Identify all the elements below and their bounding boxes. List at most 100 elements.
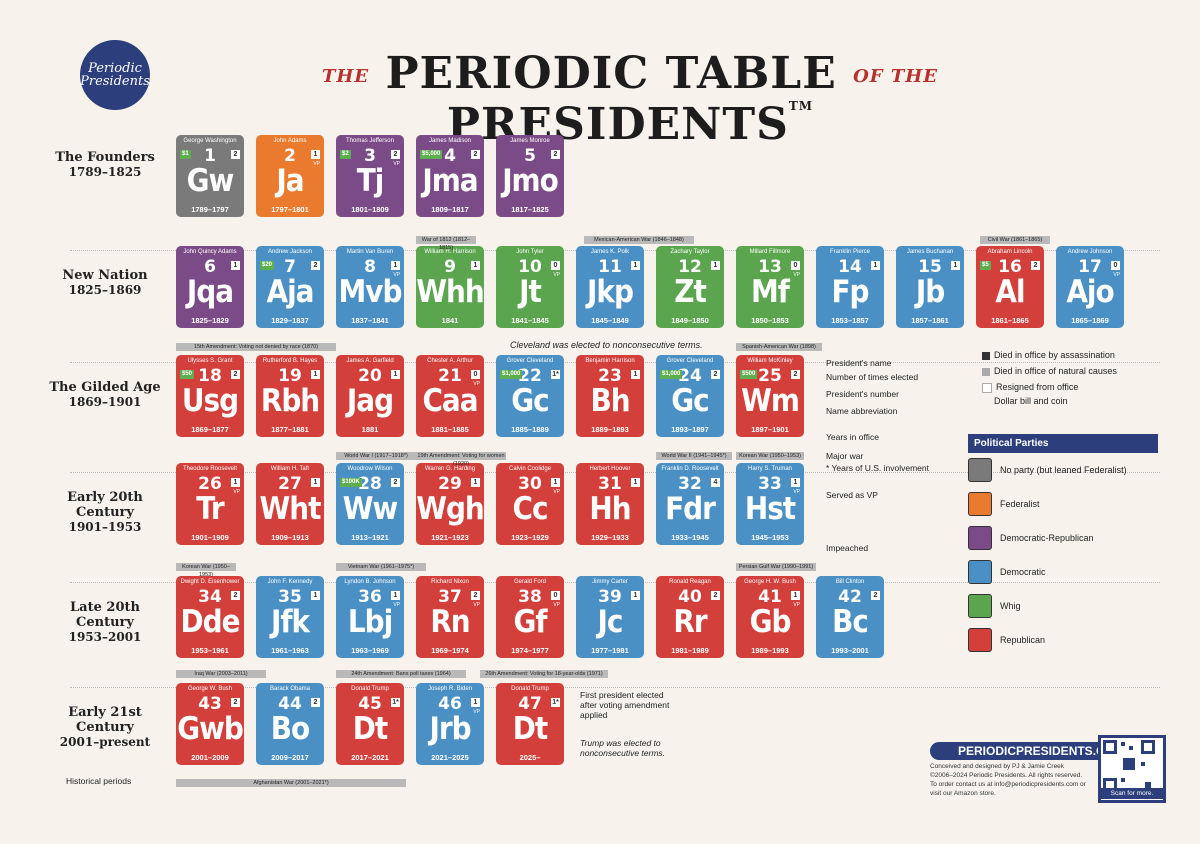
war-bar: Vietnam War (1961–1975*) [336,563,426,571]
president-card[interactable]: Harry S. Truman 33 Hst 1945–1953 1 VP [736,463,804,545]
years-in-office: 1797–1801 [271,205,309,214]
president-card[interactable]: Joseph R. Biden 46 Jrb 2021–2025 1 VP [416,683,484,765]
president-card[interactable]: Rutherford B. Hayes 19 Rbh 1877–1881 1 [256,355,324,437]
president-card[interactable]: Jimmy Carter 39 Jc 1977–1981 1 [576,576,644,658]
president-card[interactable]: Dwight D. Eisenhower 34 Dde 1953–1961 2 [176,576,244,658]
name-abbreviation: Rn [430,604,470,640]
president-card[interactable]: James Madison 4 Jma 1809–1817 2 $5,000 [416,135,484,217]
president-number: 29 [438,474,462,494]
president-card[interactable]: Grover Cleveland 24 Gc 1893–1897 2 $1,000 [656,355,724,437]
president-name: Benjamin Harrison [585,358,635,364]
president-card[interactable]: Donald Trump 47 Dt 2025– 1* [496,683,564,765]
times-elected: 1 [311,478,320,487]
president-card[interactable]: Theodore Roosevelt 26 Tr 1901–1909 1 VP [176,463,244,545]
amendment-bar: 15th Amendment: Voting not denied by rac… [176,343,336,351]
times-elected: 1 [471,698,480,707]
mark-assassination: Died in office by assassination [982,350,1115,360]
president-card[interactable]: Benjamin Harrison 23 Bh 1889–1893 1 [576,355,644,437]
president-number: 14 [838,257,862,277]
president-card[interactable]: George Washington 1 Gw 1789–1797 2 $1 [176,135,244,217]
times-elected: 1 [311,150,320,159]
years-in-office: 1933–1945 [671,533,709,542]
president-card[interactable]: Ulysses S. Grant 18 Usg 1869–1877 2 $50 [176,355,244,437]
years-in-office: 1893–1897 [671,425,709,434]
name-abbreviation: Tr [196,491,224,527]
president-card[interactable]: Franklin D. Roosevelt 32 Fdr 1933–1945 4 [656,463,724,545]
legend-swatch [968,458,992,482]
president-card[interactable]: James Monroe 5 Jmo 1817–1825 2 [496,135,564,217]
war-bar: World War I (1917–1918*) [336,452,416,460]
key-years-involvement: * Years of U.S. involvement [826,463,930,473]
president-card[interactable]: William H. Harrison 9 Whh 1841 1 [416,246,484,328]
legend-label: Democratic-Republican [1000,533,1094,543]
president-card[interactable]: Thomas Jefferson 3 Tj 1801–1809 2 VP $2 [336,135,404,217]
times-elected: 2 [551,150,560,159]
president-number: 8 [364,257,376,277]
years-in-office: 1921–1923 [431,533,469,542]
name-abbreviation: Wgh [416,491,484,527]
president-number: 35 [278,587,302,607]
name-abbreviation: Ww [342,491,399,527]
president-name: Jimmy Carter [592,579,628,585]
president-card[interactable]: Abraham Lincoln 16 Al 1861–1865 2 $5 [976,246,1044,328]
years-in-office: 1974–1977 [511,646,549,655]
times-elected: 2 [391,150,400,159]
name-abbreviation: Gwb [177,711,244,747]
president-card[interactable]: William McKinley 25 Wm 1897–1901 2 $500 [736,355,804,437]
president-card[interactable]: Zachary Taylor 12 Zt 1849–1850 1 [656,246,724,328]
era-name: Late 20th Century [70,600,140,630]
president-card[interactable]: Warren G. Harding 29 Wgh 1921–1923 1 [416,463,484,545]
president-number: 41 [758,587,782,607]
president-card[interactable]: Martin Van Buren 8 Mvb 1837–1841 1 VP [336,246,404,328]
name-abbreviation: Dde [180,604,240,640]
president-name: John F. Kennedy [267,579,313,585]
president-card[interactable]: George H. W. Bush 41 Gb 1989–1993 1 VP [736,576,804,658]
president-card[interactable]: James Buchanan 15 Jb 1857–1861 1 [896,246,964,328]
president-card[interactable]: Lyndon B. Johnson 36 Lbj 1963–1969 1 VP [336,576,404,658]
name-abbreviation: Tj [356,163,385,199]
president-card[interactable]: Andrew Johnson 17 Ajo 1865–1869 0 VP [1056,246,1124,328]
president-card[interactable]: John Quincy Adams 6 Jqa 1825–1829 1 [176,246,244,328]
president-card[interactable]: William H. Taft 27 Wht 1909–1913 1 [256,463,324,545]
president-card[interactable]: John Tyler 10 Jt 1841–1845 0 VP [496,246,564,328]
president-card[interactable]: George W. Bush 43 Gwb 2001–2009 2 [176,683,244,765]
name-abbreviation: Fp [831,274,869,310]
president-name: Andrew Johnson [1067,249,1113,255]
president-name: Warren G. Harding [424,466,476,472]
president-card[interactable]: Franklin Pierce 14 Fp 1853–1857 1 [816,246,884,328]
times-elected: 2 [791,370,800,379]
president-name: Donald Trump [351,686,389,692]
president-number: 27 [278,474,302,494]
footer-credits: Conceived and designed by PJ & Jamie Cre… [930,763,1086,797]
president-card[interactable]: Calvin Coolidge 30 Cc 1923–1929 1 VP [496,463,564,545]
legend-item: Whig [968,589,1158,623]
president-card[interactable]: Barack Obama 44 Bo 2009–2017 2 [256,683,324,765]
president-card[interactable]: Gerald Ford 38 Gf 1974–1977 0 VP [496,576,564,658]
president-card[interactable]: Ronald Reagan 40 Rr 1981–1989 2 [656,576,724,658]
years-in-office: 1841 [441,316,459,325]
president-card[interactable]: Richard Nixon 37 Rn 1969–1974 2 VP [416,576,484,658]
name-abbreviation: Mf [751,274,790,310]
president-card[interactable]: James K. Polk 11 Jkp 1845–1849 1 [576,246,644,328]
president-number: 33 [758,474,782,494]
years-in-office: 1989–1993 [751,646,789,655]
president-card[interactable]: Donald Trump 45 Dt 2017–2021 1* [336,683,404,765]
president-card[interactable]: James A. Garfield 20 Jag 1881 1 [336,355,404,437]
president-card[interactable]: Millard Fillmore 13 Mf 1850–1853 0 VP [736,246,804,328]
president-card[interactable]: Woodrow Wilson 28 Ww 1913–1921 2 $100K [336,463,404,545]
president-card[interactable]: John Adams 2 Ja 1797–1801 1 VP [256,135,324,217]
president-card[interactable]: Bill Clinton 42 Bc 1993–2001 2 [816,576,884,658]
president-card[interactable]: Andrew Jackson 7 Aja 1829–1837 2 $20 [256,246,324,328]
president-card[interactable]: Grover Cleveland 22 Gc 1885–1889 1* $1,000 [496,355,564,437]
era-name: The Gilded Age [49,380,161,395]
legend-item: Democratic-Republican [968,521,1158,555]
times-elected: 1 [871,261,880,270]
president-number: 18 [198,366,222,386]
years-in-office: 1869–1877 [191,425,229,434]
site-link[interactable]: PERIODICPRESIDENTS.COM [930,742,1133,760]
president-card[interactable]: John F. Kennedy 35 Jfk 1961–1963 1 [256,576,324,658]
president-name: Theodore Roosevelt [182,466,238,472]
president-card[interactable]: Chester A. Arthur 21 Caa 1881–1885 0 VP [416,355,484,437]
president-card[interactable]: Herbert Hoover 31 Hh 1929–1933 1 [576,463,644,545]
years-in-office: 1825–1829 [191,316,229,325]
